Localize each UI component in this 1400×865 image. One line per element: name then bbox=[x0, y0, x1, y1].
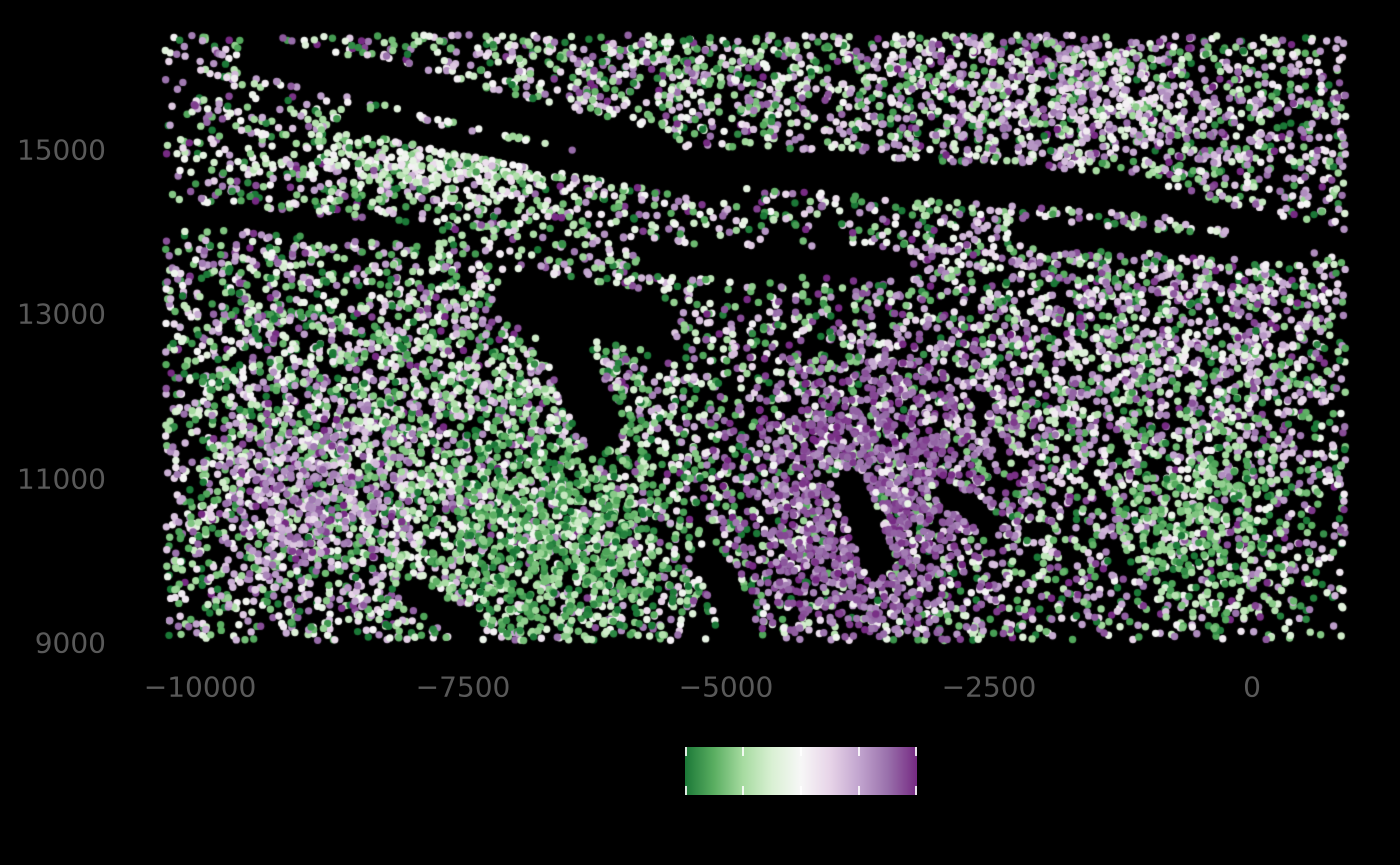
y-tick-label: 11000 bbox=[16, 462, 106, 496]
x-tick-label: −2500 bbox=[941, 670, 1037, 704]
y-tick-label: 13000 bbox=[16, 297, 106, 331]
colorbar-tick bbox=[685, 747, 687, 756]
x-tick-label: 0 bbox=[1243, 670, 1261, 704]
colorbar-tick bbox=[742, 747, 744, 756]
y-tick-label: 15000 bbox=[16, 133, 106, 167]
colorbar-tick bbox=[858, 747, 860, 756]
y-tick-label: 9000 bbox=[34, 626, 106, 660]
x-tick-label: −7500 bbox=[415, 670, 511, 704]
x-tick-label: −10000 bbox=[143, 670, 257, 704]
colorbar-gradient bbox=[685, 747, 917, 795]
colorbar-tick bbox=[800, 786, 802, 795]
colorbar-tick bbox=[742, 786, 744, 795]
colorbar-tick bbox=[915, 786, 917, 795]
colorbar-tick bbox=[915, 747, 917, 756]
colorbar-tick bbox=[800, 747, 802, 756]
colorbar-tick bbox=[858, 786, 860, 795]
x-tick-label: −5000 bbox=[678, 670, 774, 704]
colorbar-tick bbox=[685, 786, 687, 795]
